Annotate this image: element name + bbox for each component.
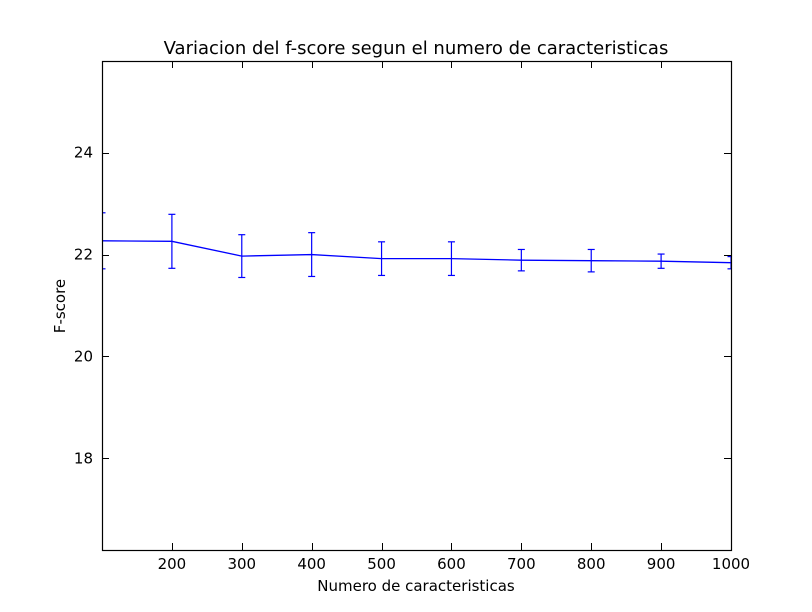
x-tick-label: 900 <box>647 555 676 573</box>
x-axis-label: Numero de caracteristicas <box>317 577 515 595</box>
x-tick-label: 1000 <box>712 555 750 573</box>
plot-area: 200 300 400 500 600 700 800 900 1000 18 20 22 24 <box>74 60 750 573</box>
y-axis-label: F-score <box>51 279 69 333</box>
x-tick-label: 500 <box>367 555 396 573</box>
series-group <box>102 212 731 279</box>
x-tick-label: 700 <box>507 555 536 573</box>
x-tick-label: 400 <box>297 555 326 573</box>
x-tick-label: 800 <box>577 555 606 573</box>
x-tick-label: 300 <box>227 555 256 573</box>
x-tick-label: 200 <box>158 555 187 573</box>
series-line <box>102 240 731 264</box>
chart-title: Variacion del f-score segun el numero de… <box>164 38 669 59</box>
y-tick-label: 22 <box>74 246 93 264</box>
y-tick-label: 24 <box>74 144 93 162</box>
x-tick-label: 600 <box>437 555 466 573</box>
y-tick-label: 20 <box>74 347 93 365</box>
y-tick-label: 18 <box>74 449 93 467</box>
plot-frame <box>101 60 733 552</box>
